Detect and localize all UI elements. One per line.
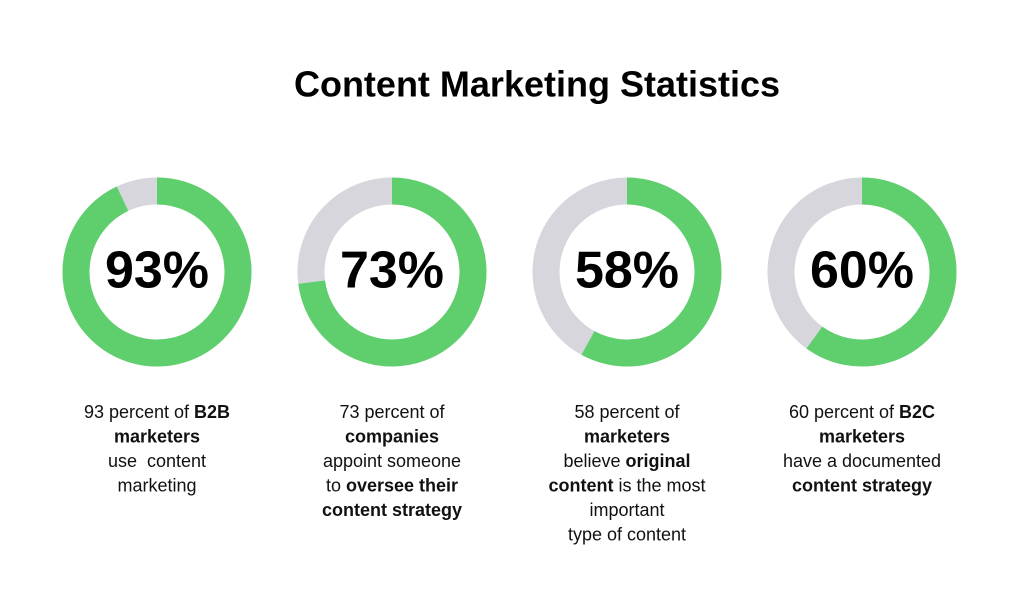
caption-line: appoint someone <box>323 451 461 471</box>
caption-bold: oversee their <box>346 475 458 495</box>
caption-bold: marketers <box>114 426 200 446</box>
caption-line: 60 percent of B2C <box>789 402 935 422</box>
caption-bold: B2C <box>899 402 935 422</box>
caption-line: marketing <box>117 475 196 495</box>
caption-line: believe original <box>563 451 690 471</box>
caption-line: marketers <box>584 426 670 446</box>
caption-line: to oversee their <box>326 475 458 495</box>
value-label: 58% <box>575 242 679 300</box>
caption-line: have a documented <box>783 451 941 471</box>
caption-bold: marketers <box>584 426 670 446</box>
caption-text: 58 percent of <box>574 402 680 422</box>
caption-text: to <box>326 475 346 495</box>
caption-line: 93 percent of B2B <box>84 402 230 422</box>
caption-text: important <box>589 500 664 520</box>
donut-arc <box>581 177 722 367</box>
caption-text: believe <box>563 451 625 471</box>
title: Content Marketing Statistics <box>294 64 780 105</box>
value-label: 93% <box>105 242 209 300</box>
caption-text: marketing <box>117 475 196 495</box>
caption-text: 73 percent of <box>339 402 445 422</box>
caption-bold: content strategy <box>322 500 462 520</box>
caption-bold: B2B <box>194 402 230 422</box>
caption-line: content is the most <box>548 475 705 495</box>
caption-bold: original <box>626 451 691 471</box>
caption-text: is the most <box>613 475 705 495</box>
donut-arc <box>62 177 252 367</box>
caption-line: marketers <box>819 426 905 446</box>
donut-arc <box>806 177 957 367</box>
caption-line: 58 percent of <box>574 402 680 422</box>
caption-bold: content <box>548 475 613 495</box>
caption-bold: content strategy <box>792 475 932 495</box>
caption-line: marketers <box>114 426 200 446</box>
caption-bold: companies <box>345 426 439 446</box>
caption-text: 93 percent of <box>84 402 194 422</box>
caption-line: companies <box>345 426 439 446</box>
caption-text: have a documented <box>783 451 941 471</box>
donut-arc <box>298 177 487 367</box>
caption-text: type of content <box>568 524 686 544</box>
caption-text: 60 percent of <box>789 402 899 422</box>
value-label: 73% <box>340 242 444 300</box>
caption-line: content strategy <box>792 475 932 495</box>
caption-line: important <box>589 500 664 520</box>
caption-line: content strategy <box>322 500 462 520</box>
caption-line: use content <box>108 451 206 471</box>
caption-line: 73 percent of <box>339 402 445 422</box>
caption-bold: marketers <box>819 426 905 446</box>
caption-text: use content <box>108 451 206 471</box>
caption-line: type of content <box>568 524 686 544</box>
value-label: 60% <box>810 242 914 300</box>
caption-text: appoint someone <box>323 451 461 471</box>
